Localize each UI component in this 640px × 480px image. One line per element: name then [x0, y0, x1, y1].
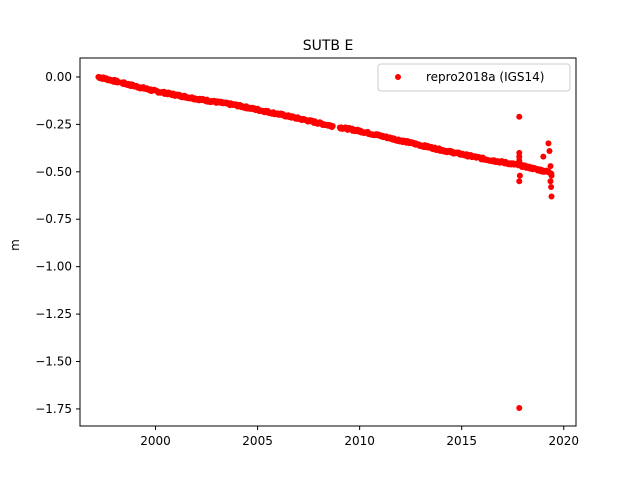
y-tick-label: −1.00: [35, 260, 72, 274]
y-axis-label: m: [8, 239, 22, 251]
legend-box: [377, 63, 571, 92]
x-tick-label: 2020: [548, 434, 579, 448]
data-point-outlier: [547, 178, 554, 185]
x-tick-label: 2015: [446, 434, 477, 448]
data-point-outlier: [545, 140, 552, 147]
x-tick-label: 2010: [344, 434, 375, 448]
y-tick-label: −0.50: [35, 165, 72, 179]
y-tick-label: −0.25: [35, 117, 72, 131]
chart-title: SUTB E: [303, 38, 354, 54]
data-point-outlier: [546, 147, 553, 154]
y-tick-label: −0.75: [35, 212, 72, 226]
data-point-outlier: [547, 163, 554, 170]
legend: repro2018a (IGS14): [377, 63, 571, 92]
data-point-outlier: [516, 172, 523, 179]
data-point-outlier: [540, 153, 547, 160]
data-point-outlier: [548, 172, 555, 179]
data-point-outlier: [548, 183, 555, 190]
x-tick-label: 2005: [242, 434, 273, 448]
data-point-outlier: [516, 113, 523, 120]
y-tick-label: −1.50: [35, 355, 72, 369]
axes: 2000 2005 2010 2015 2020 0.00 −0.25 −0.50 −0.75 −…: [35, 57, 579, 448]
series-repro2018a: [95, 73, 555, 411]
plot-background: [80, 58, 576, 426]
y-tick-label: 0.00: [45, 70, 72, 84]
legend-marker: [395, 74, 401, 80]
data-point-outlier: [516, 404, 523, 411]
data-point-outlier: [516, 178, 523, 185]
data-point-outlier: [516, 157, 523, 164]
data-point-outlier: [548, 193, 555, 200]
plot-area: [80, 58, 576, 426]
y-tick-label: −1.75: [35, 402, 72, 416]
data-point: [329, 123, 336, 130]
x-tick-label: 2000: [140, 434, 171, 448]
axes-frame: [79, 57, 577, 427]
y-tick-label: −1.25: [35, 307, 72, 321]
legend-label: repro2018a (IGS14): [426, 70, 544, 84]
